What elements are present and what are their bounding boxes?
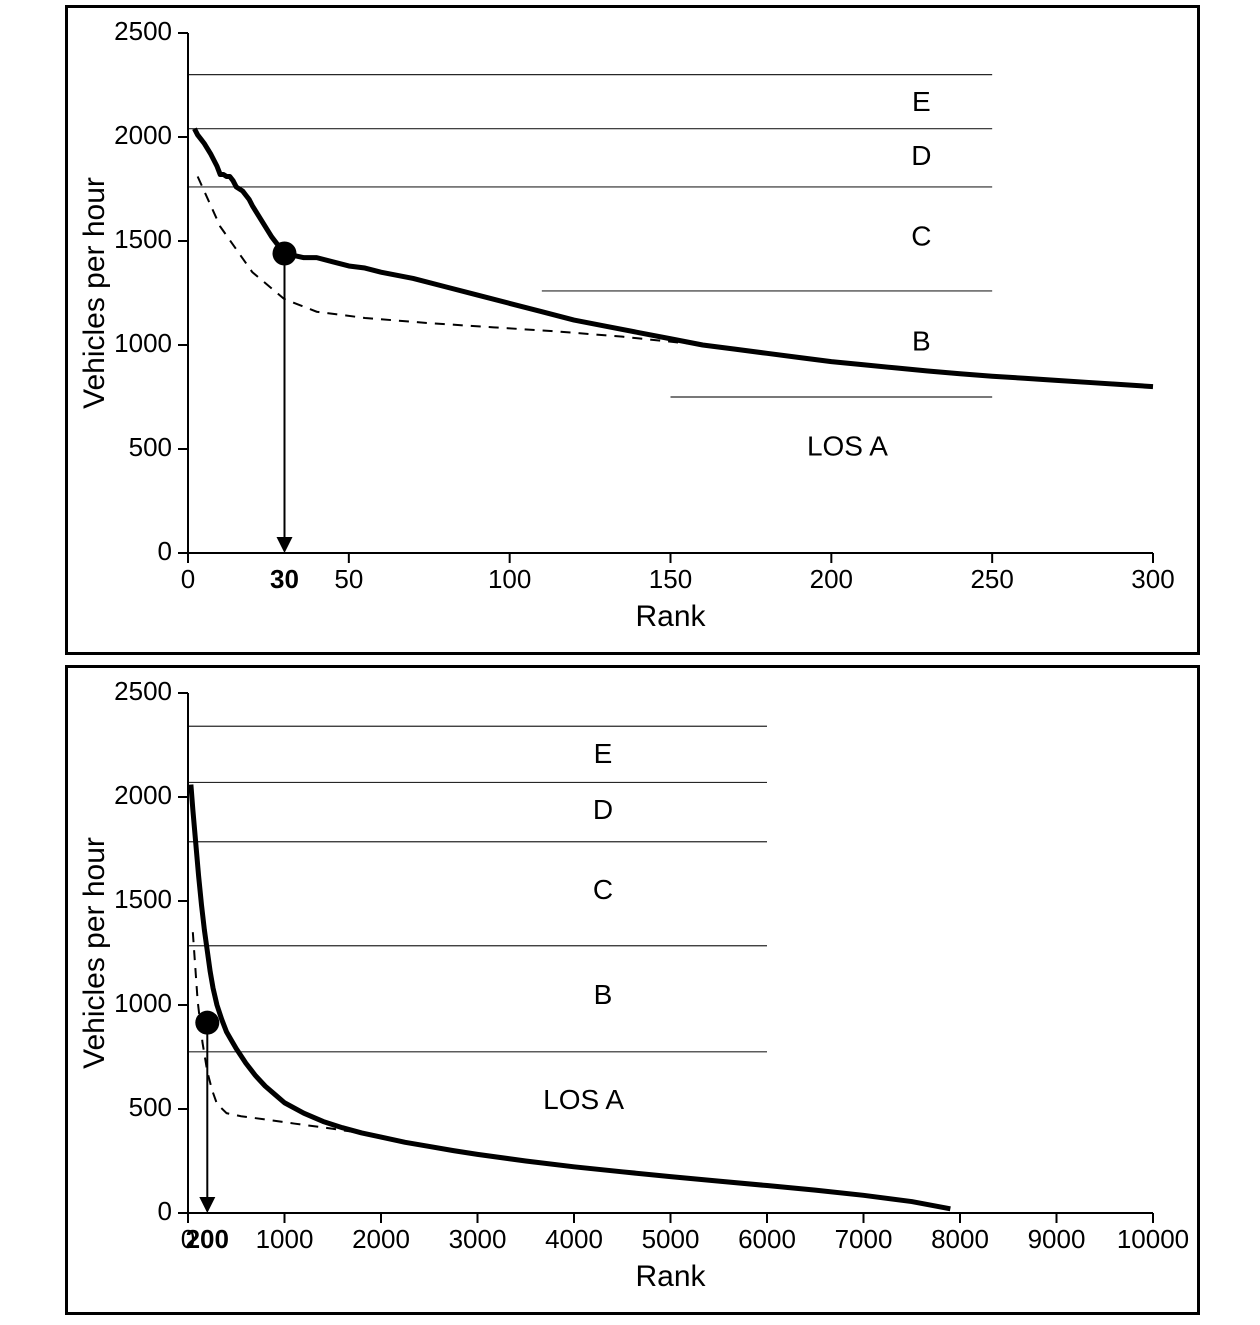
los-band-label: C	[593, 874, 613, 905]
x-tick-label: 10000	[1117, 1224, 1189, 1254]
los-band-label: B	[594, 979, 613, 1010]
x-tick-label: 4000	[545, 1224, 603, 1254]
los-band-label: LOS A	[807, 430, 888, 461]
x-tick-label: 50	[334, 564, 363, 594]
x-tick-label: 9000	[1028, 1224, 1086, 1254]
y-tick-label: 1000	[114, 988, 172, 1018]
x-tick-label: 300	[1131, 564, 1174, 594]
y-tick-label: 500	[129, 1092, 172, 1122]
x-tick-label-extra: 200	[186, 1224, 229, 1254]
y-tick-label: 500	[129, 432, 172, 462]
figure-page: EDCBLOS A0500100015002000250005010015020…	[0, 0, 1260, 1325]
x-tick-label: 0	[181, 564, 195, 594]
x-tick-label: 6000	[738, 1224, 796, 1254]
y-tick-label: 1500	[114, 884, 172, 914]
y-tick-label: 2500	[114, 16, 172, 46]
y-axis-label: Vehicles per hour	[78, 837, 111, 1069]
x-tick-label: 200	[810, 564, 853, 594]
main-curve	[191, 785, 950, 1209]
los-band-label: D	[593, 794, 613, 825]
design-hour-marker	[273, 241, 297, 265]
los-band-label: B	[912, 325, 931, 356]
x-tick-label: 150	[649, 564, 692, 594]
main-curve	[194, 129, 1153, 387]
y-axis-label: Vehicles per hour	[78, 177, 111, 409]
los-band-label: LOS A	[543, 1084, 624, 1115]
y-tick-label: 2000	[114, 120, 172, 150]
x-tick-label: 250	[970, 564, 1013, 594]
los-band-label: C	[911, 220, 931, 251]
chart-svg: ED C B LOS A 0 500 1000 1500 2000 2500 0 50 100 150 20…	[68, 8, 1203, 658]
y-tick-label: 2500	[114, 676, 172, 706]
x-tick-label-extra: 30	[270, 564, 299, 594]
los-band-label: E	[594, 738, 613, 769]
x-tick-label: 5000	[642, 1224, 700, 1254]
x-tick-label: 100	[488, 564, 531, 594]
x-tick-label: 8000	[931, 1224, 989, 1254]
x-tick-label: 7000	[835, 1224, 893, 1254]
x-axis-label: Rank	[635, 1260, 706, 1293]
los-band-label: E	[912, 86, 931, 117]
x-axis-label: Rank	[635, 600, 706, 633]
chart-panel-top: ED C B LOS A 0 500 1000 1500 2000 2500 0 50 100 150 20…	[65, 5, 1200, 655]
drop-arrow-head	[199, 1197, 215, 1213]
y-tick-label: 2000	[114, 780, 172, 810]
dashed-curve	[198, 177, 703, 345]
x-tick-label: 3000	[449, 1224, 507, 1254]
x-tick-label: 2000	[352, 1224, 410, 1254]
drop-arrow-head	[277, 537, 293, 553]
y-tick-label: 0	[158, 536, 172, 566]
chart-panel-bottom: EDCBLOS A0500100015002000250001000200030…	[65, 665, 1200, 1315]
y-tick-label: 1500	[114, 224, 172, 254]
y-tick-label: 0	[158, 1196, 172, 1226]
los-band-label: D	[911, 140, 931, 171]
y-tick-label: 1000	[114, 328, 172, 358]
x-tick-label: 1000	[256, 1224, 314, 1254]
design-hour-marker	[195, 1011, 219, 1035]
chart-svg: EDCBLOS A0500100015002000250001000200030…	[68, 668, 1203, 1318]
